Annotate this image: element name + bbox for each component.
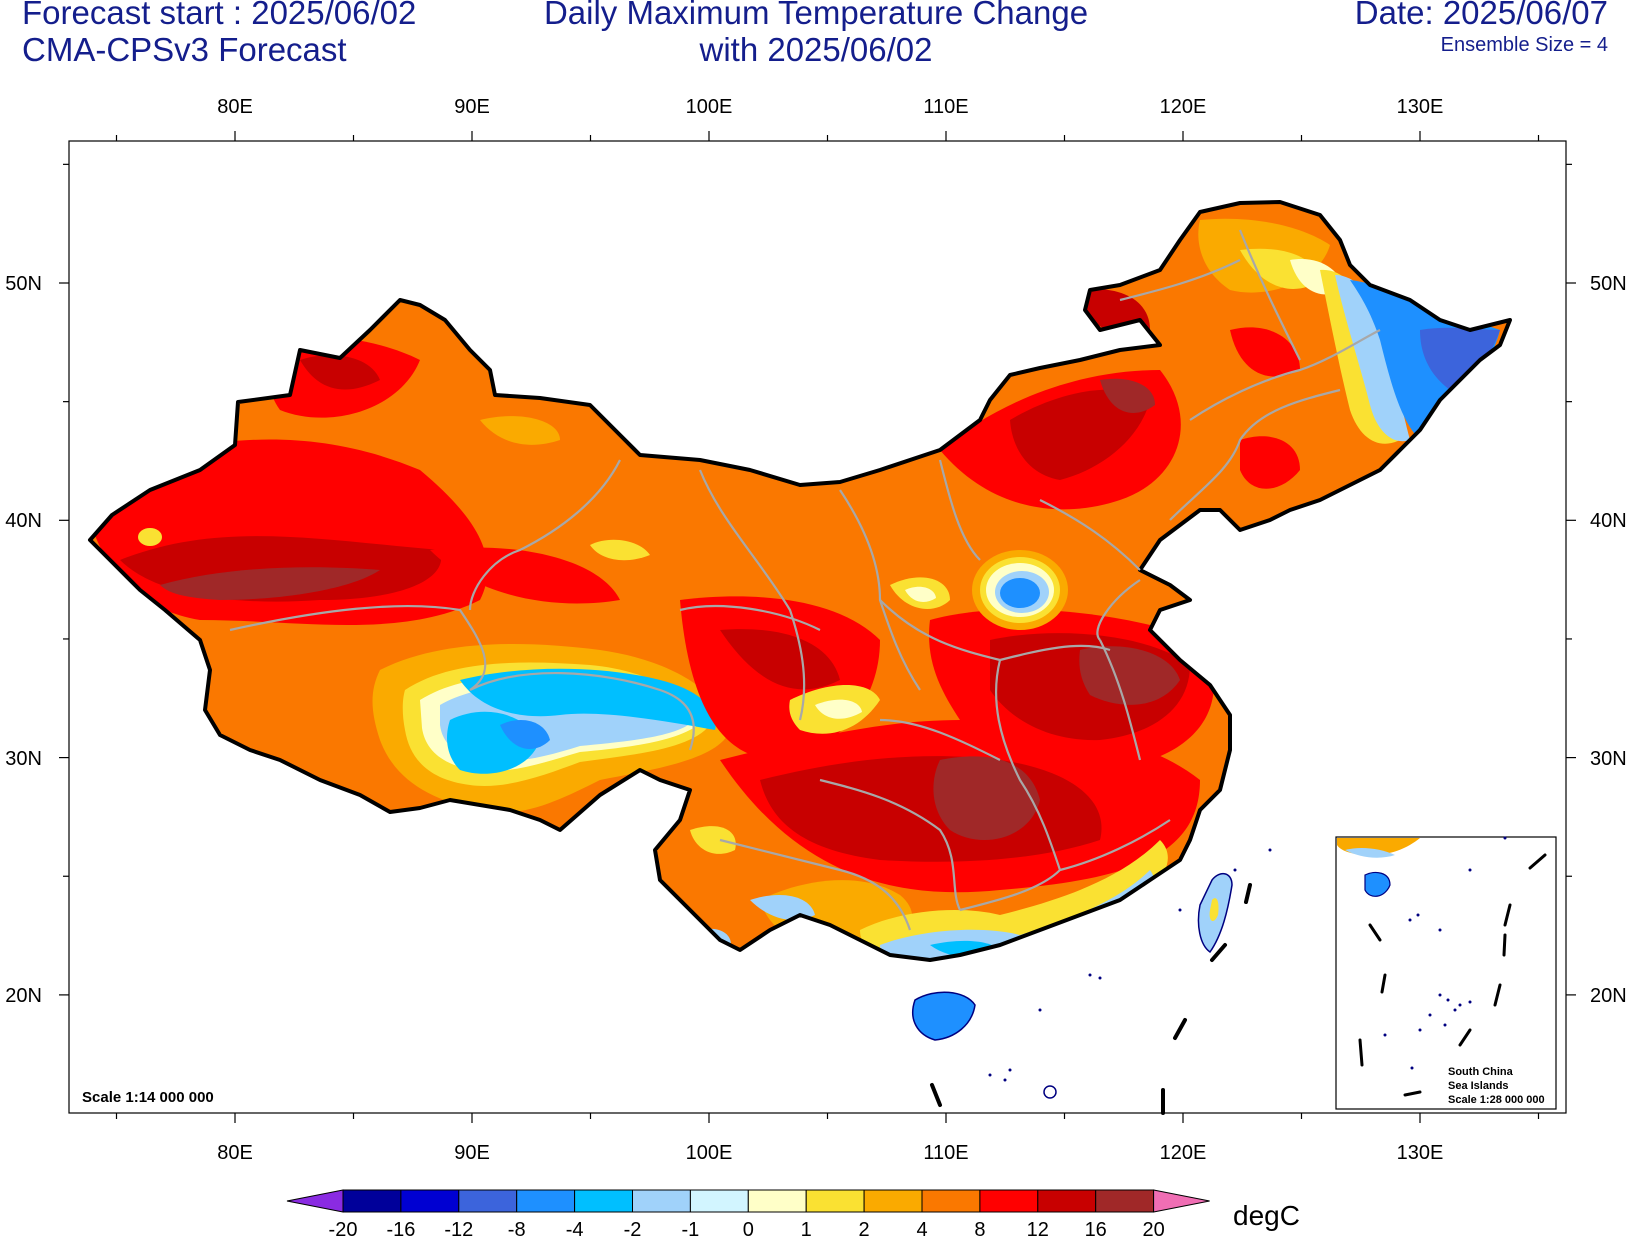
map-scale-label: Scale 1:14 000 000 bbox=[82, 1089, 214, 1106]
colorbar-unit-label: degC bbox=[1233, 1200, 1300, 1231]
colorbar-tick-label: -8 bbox=[508, 1219, 526, 1241]
colorbar-tick-label: 0 bbox=[743, 1219, 754, 1241]
lon-label-120e-top: 120E bbox=[1160, 96, 1207, 118]
inset-label-line1: South China bbox=[1448, 1066, 1514, 1078]
china-border bbox=[88, 200, 1512, 962]
axis-ticks bbox=[59, 131, 1576, 1123]
colorbar-tick-label: 2 bbox=[859, 1219, 870, 1241]
colorbar-tick-label: 4 bbox=[916, 1219, 927, 1241]
colorbar-tick-label: -4 bbox=[566, 1219, 584, 1241]
forecast-start-label: Forecast start : 2025/06/02 bbox=[22, 0, 417, 31]
lon-label-110e-top: 110E bbox=[923, 96, 968, 118]
colorbar-swatch bbox=[574, 1189, 633, 1213]
colorbar-tick-label: -20 bbox=[329, 1219, 358, 1241]
lon-label-90e-top: 90E bbox=[454, 96, 490, 118]
colorbar-swatch bbox=[400, 1189, 460, 1213]
lon-labels-top: 80E 90E 100E 110E 120E 130E bbox=[217, 96, 1443, 118]
chart-title-line1: Daily Maximum Temperature Change bbox=[543, 0, 1089, 31]
lat-labels-left: 50N 40N 30N 20N bbox=[5, 273, 42, 1007]
colorbar-swatch bbox=[516, 1189, 576, 1213]
colorbar-tick-label: 20 bbox=[1142, 1219, 1164, 1241]
colorbar-tick-label: -16 bbox=[386, 1219, 415, 1241]
colorbar-tick-label: -12 bbox=[444, 1219, 473, 1241]
colorbar-tick-label: 16 bbox=[1085, 1219, 1107, 1241]
lon-labels-bottom: 80E 90E 100E 110E 120E 130E bbox=[217, 1142, 1443, 1164]
hainan-island bbox=[912, 991, 976, 1041]
inset-label-line2: Sea Islands bbox=[1448, 1080, 1509, 1092]
lon-label-90e-bottom: 90E bbox=[454, 1142, 490, 1164]
colorbar-tick-label: -1 bbox=[682, 1219, 700, 1241]
lon-label-110e-bottom: 110E bbox=[923, 1142, 968, 1164]
lat-label-50n-right: 50N bbox=[1590, 273, 1627, 295]
valid-date-label: Date: 2025/06/07 bbox=[1354, 0, 1608, 31]
lat-labels-right: 50N 40N 30N 20N bbox=[1590, 273, 1627, 1007]
colorbar-tick-label: -2 bbox=[624, 1219, 642, 1241]
lon-label-80e-bottom: 80E bbox=[217, 1142, 253, 1164]
colorbar-swatch bbox=[979, 1189, 1039, 1213]
colorbar-swatch bbox=[805, 1189, 865, 1213]
colorbar-tick-label: 1 bbox=[801, 1219, 812, 1241]
province-boundaries bbox=[229, 229, 1381, 931]
maritime-boundary-dashes bbox=[930, 883, 1252, 1115]
inset-scale-label: Scale 1:28 000 000 bbox=[1448, 1094, 1545, 1106]
lon-label-120e-bottom: 120E bbox=[1160, 1142, 1207, 1164]
colorbar-swatch bbox=[342, 1189, 402, 1213]
colorbar-swatch bbox=[747, 1189, 807, 1213]
lon-label-100e-bottom: 100E bbox=[686, 1142, 733, 1164]
lat-label-40n-left: 40N bbox=[5, 510, 42, 532]
lat-label-20n-right: 20N bbox=[1590, 985, 1627, 1007]
colorbar-swatch bbox=[863, 1189, 923, 1213]
lat-label-50n-left: 50N bbox=[5, 273, 42, 295]
colorbar-swatch bbox=[1037, 1189, 1097, 1213]
lat-label-30n-right: 30N bbox=[1590, 748, 1627, 770]
colorbar-tick-label: 12 bbox=[1027, 1219, 1049, 1241]
lon-label-130e-top: 130E bbox=[1397, 96, 1444, 118]
colorbar-swatch bbox=[1095, 1189, 1155, 1213]
lon-label-80e-top: 80E bbox=[217, 96, 253, 118]
colorbar-swatch bbox=[632, 1189, 691, 1213]
colorbar-over-triangle bbox=[1153, 1189, 1210, 1213]
model-name-label: CMA-CPSv3 Forecast bbox=[22, 31, 347, 68]
ensemble-size-label: Ensemble Size = 4 bbox=[1440, 34, 1608, 56]
lat-label-20n-left: 20N bbox=[5, 985, 42, 1007]
lon-label-100e-top: 100E bbox=[686, 96, 733, 118]
colorbar-tick-label: 8 bbox=[974, 1219, 985, 1241]
small-islands bbox=[988, 848, 1272, 1099]
colorbar-swatch bbox=[458, 1189, 518, 1213]
south-china-sea-inset: South China Sea Islands Scale 1:28 000 0… bbox=[1335, 836, 1557, 1110]
lon-label-130e-bottom: 130E bbox=[1397, 1142, 1444, 1164]
colorbar-swatch bbox=[689, 1189, 749, 1213]
lat-label-40n-right: 40N bbox=[1590, 510, 1627, 532]
lat-label-30n-left: 30N bbox=[5, 748, 42, 770]
colorbar-under-triangle bbox=[286, 1189, 344, 1213]
colorbar-swatch bbox=[921, 1189, 981, 1213]
chart-title-line2: with 2025/06/02 bbox=[699, 31, 933, 68]
colorbar: -20 -16 -12 -8 -4 -2 -1 0 1 2 4 8 12 16 20 bbox=[286, 1189, 1210, 1241]
